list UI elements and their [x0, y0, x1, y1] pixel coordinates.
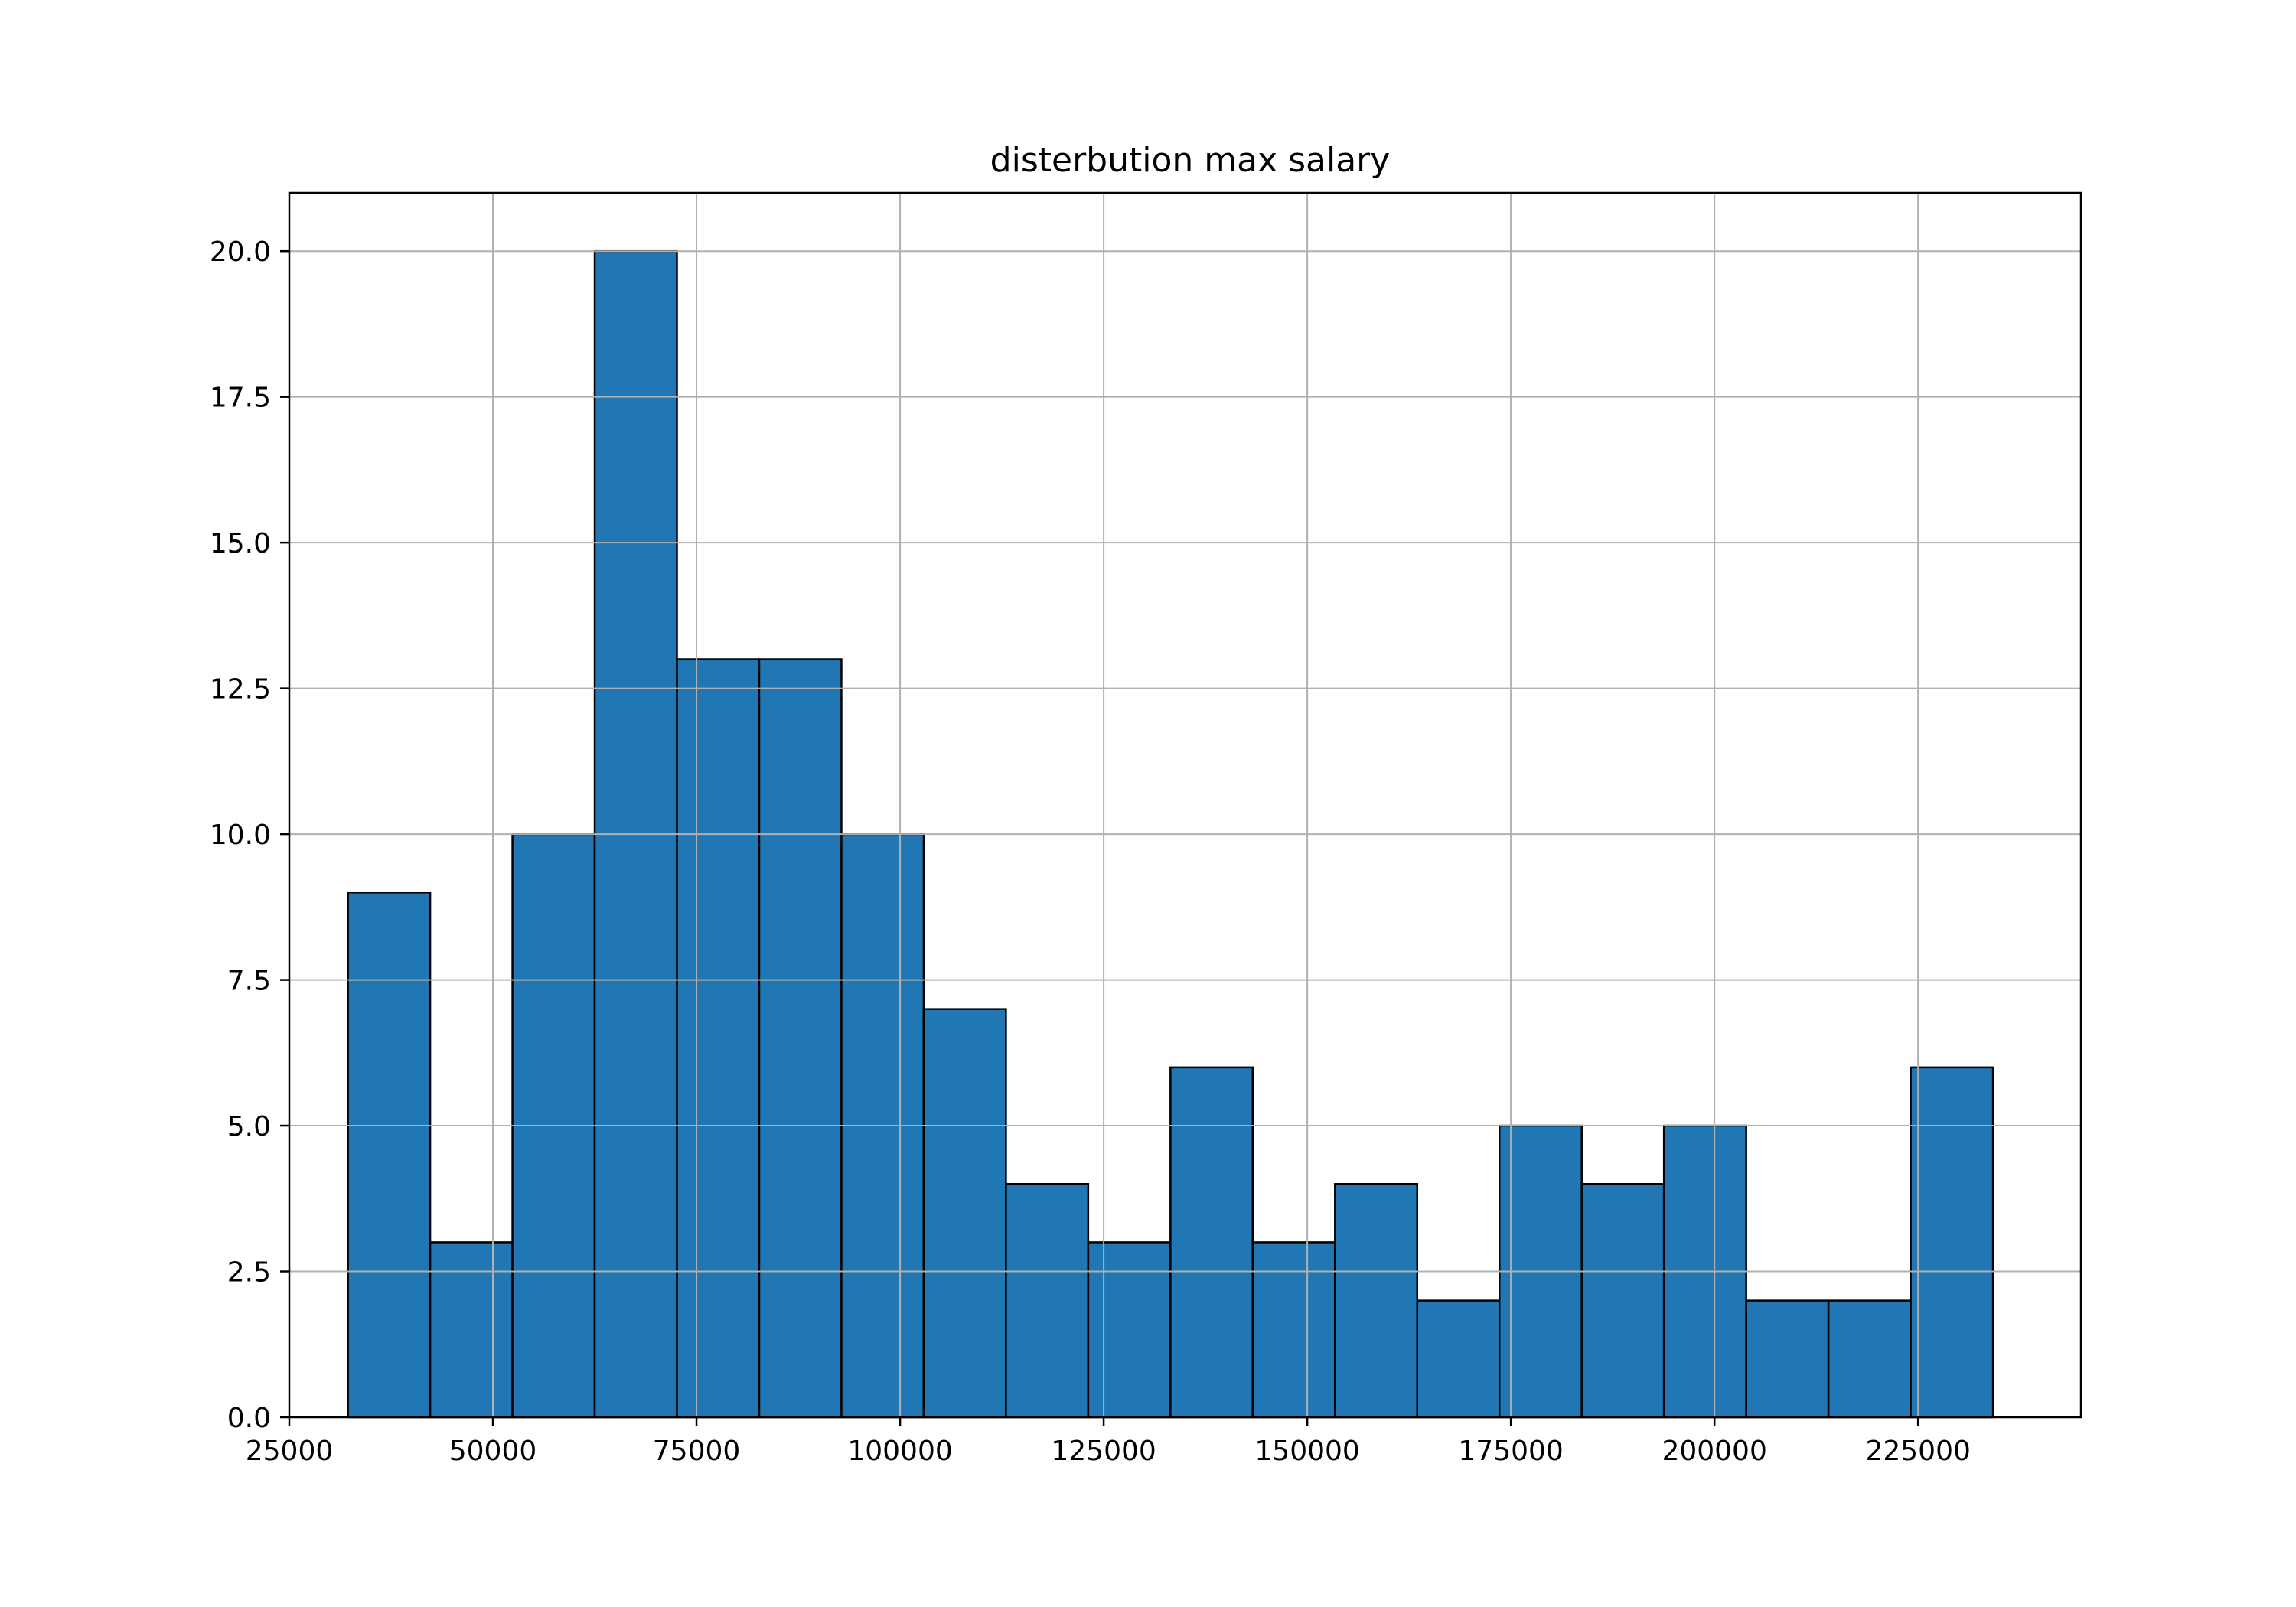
- y-tick-label: 0.0: [227, 1403, 271, 1434]
- y-tick-label: 17.5: [210, 383, 271, 414]
- histogram-bar: [1005, 1182, 1090, 1419]
- x-tick-label: 125000: [1051, 1436, 1156, 1467]
- y-tick-label: 2.5: [227, 1257, 271, 1289]
- histogram-bar: [1580, 1182, 1665, 1419]
- x-tick-label: 25000: [246, 1436, 334, 1467]
- histogram-bar: [1169, 1066, 1254, 1419]
- y-tick-label: 20.0: [210, 236, 271, 268]
- plot-area-frame: [288, 191, 2082, 1419]
- histogram-bar: [1745, 1299, 1830, 1419]
- histogram-bar: [1827, 1299, 1912, 1419]
- histogram-bar: [1910, 1066, 1994, 1419]
- x-tick-label: 150000: [1254, 1436, 1359, 1467]
- y-axis: 0.0 2.5 5.0 7.5 10.0 12.5 15.0 17.5 20.0: [210, 236, 289, 1434]
- x-tick-label: 100000: [847, 1436, 952, 1467]
- y-tick-label: 10.0: [210, 820, 271, 851]
- histogram-bar: [676, 658, 761, 1419]
- y-tick-label: 7.5: [227, 966, 271, 997]
- x-tick-label: 225000: [1865, 1436, 1970, 1467]
- histogram-bar: [429, 1241, 514, 1419]
- x-axis: 25000 50000 75000 100000 125000 150000 175000 2…: [246, 1417, 1971, 1467]
- histogram-bar: [758, 658, 843, 1419]
- x-tick-label: 75000: [653, 1436, 741, 1467]
- histogram-bar: [347, 892, 432, 1419]
- x-tick-label: 175000: [1458, 1436, 1563, 1467]
- y-tick-label: 12.5: [210, 674, 271, 706]
- histogram-bar: [1334, 1182, 1419, 1419]
- histogram-bar: [1251, 1241, 1336, 1419]
- x-tick-label: 200000: [1662, 1436, 1766, 1467]
- y-tick-label: 5.0: [227, 1111, 271, 1143]
- y-tick-label: 15.0: [210, 528, 271, 559]
- histogram-bar: [1087, 1241, 1172, 1419]
- histogram-bar: [922, 1008, 1007, 1419]
- histogram-bar: [1416, 1299, 1501, 1419]
- chart-title: disterbution max salary: [990, 141, 1391, 180]
- x-tick-label: 50000: [449, 1436, 537, 1467]
